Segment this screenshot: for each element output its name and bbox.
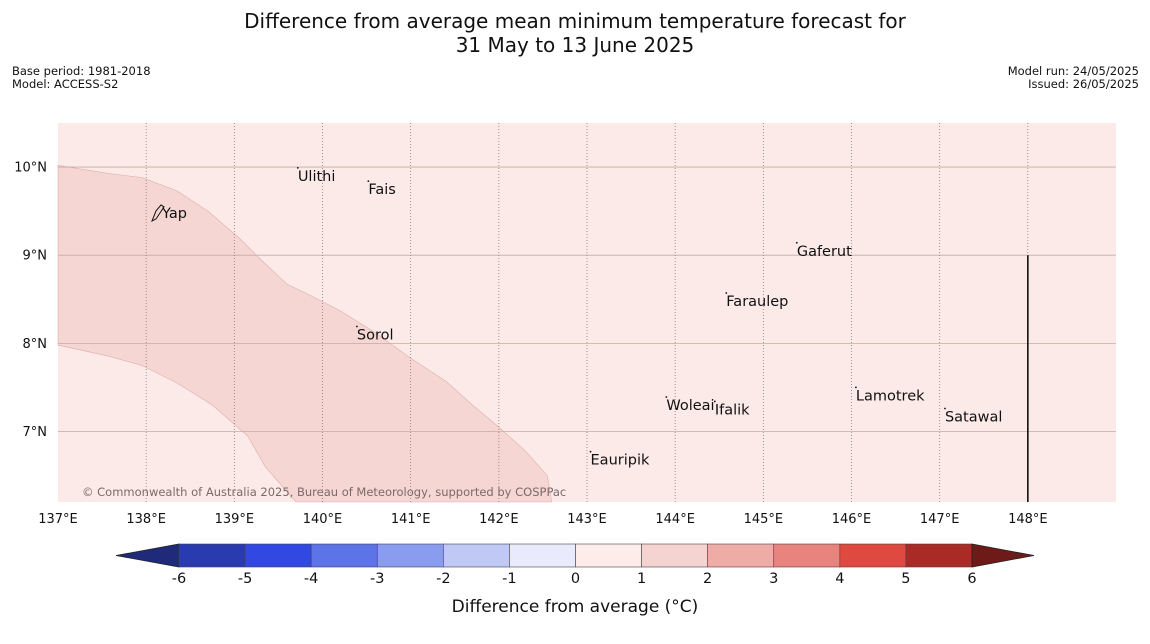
chart-title: Difference from average mean minimum tem… xyxy=(0,9,1150,57)
title-line-2: 31 May to 13 June 2025 xyxy=(455,33,695,57)
island-label: Sorol xyxy=(357,328,394,344)
island-label: Gaferut xyxy=(797,244,852,260)
colorbar-low-extend xyxy=(115,543,180,568)
island-label: Fais xyxy=(368,182,395,198)
anomaly-region xyxy=(57,164,553,503)
base-period-text: Base period: 1981-2018 xyxy=(12,64,151,78)
colorbar-tick-label: 0 xyxy=(571,571,580,587)
lon-tick-label: 139°E xyxy=(215,512,255,527)
colorbar-tick-label: -5 xyxy=(238,571,252,587)
island-label: Eauripik xyxy=(591,453,650,469)
island-label: Satawal xyxy=(945,410,1002,426)
metadata-right: Model run: 24/05/2025 Issued: 26/05/2025 xyxy=(840,65,1139,91)
colorbar-segment xyxy=(905,543,973,568)
colorbar-segment xyxy=(310,543,378,568)
lon-tick-label: 146°E xyxy=(832,512,872,527)
colorbar-tick-label: 1 xyxy=(637,571,646,587)
lon-tick-label: 140°E xyxy=(303,512,343,527)
island-label: Woleai xyxy=(666,398,714,414)
island-label: Ulithi xyxy=(298,169,336,185)
colorbar-segment xyxy=(773,543,841,568)
lon-tick-label: 141°E xyxy=(391,512,431,527)
colorbar-segment xyxy=(641,543,708,568)
lon-tick-label: 143°E xyxy=(567,512,607,527)
colorbar-segment xyxy=(509,543,576,568)
lon-tick-label: 142°E xyxy=(479,512,519,527)
island-marker xyxy=(355,325,358,328)
lon-tick-label: 145°E xyxy=(744,512,784,527)
lat-tick-label: 7°N xyxy=(23,425,48,440)
colorbar-label: Difference from average (°C) xyxy=(452,597,699,617)
lon-tick-label: 137°E xyxy=(38,512,78,527)
island-label: Ifalik xyxy=(715,402,750,418)
lon-tick-label: 147°E xyxy=(920,512,960,527)
island-marker xyxy=(367,180,370,183)
island-marker xyxy=(944,407,946,410)
island-label: Lamotrek xyxy=(856,388,925,404)
colorbar-tick-label: 4 xyxy=(835,571,844,587)
colorbar-tick-label: 6 xyxy=(967,571,976,587)
colorbar-segment xyxy=(178,543,246,568)
colorbar-tick-label: -3 xyxy=(370,571,384,587)
island-marker xyxy=(855,386,857,389)
colorbar-segment xyxy=(707,543,775,568)
lat-tick-label: 10°N xyxy=(14,161,47,176)
island-marker xyxy=(589,450,592,453)
model-text: Model: ACCESS-S2 xyxy=(12,77,119,91)
island-marker xyxy=(665,396,668,398)
lon-tick-label: 148°E xyxy=(1008,512,1048,527)
colorbar-tick-label: -4 xyxy=(304,571,318,587)
lon-tick-label: 144°E xyxy=(655,512,695,527)
model-run-text: Model run: 24/05/2025 xyxy=(1007,64,1139,78)
island-marker xyxy=(296,166,299,169)
issued-text: Issued: 26/05/2025 xyxy=(1028,77,1139,91)
colorbar-high-extend xyxy=(971,543,1035,568)
island-marker xyxy=(795,241,798,244)
colorbar-tick-label: -1 xyxy=(502,571,516,587)
title-line-1: Difference from average mean minimum tem… xyxy=(244,9,906,33)
metadata-left: Base period: 1981-2018 Model: ACCESS-S2 xyxy=(12,65,151,91)
colorbar-tick-label: -2 xyxy=(436,571,450,587)
colorbar-segment xyxy=(839,543,907,568)
colorbar-segment xyxy=(244,543,312,568)
island-marker xyxy=(725,292,728,294)
island-label: Yap xyxy=(161,206,187,222)
island-label: Faraulep xyxy=(726,294,788,310)
lon-tick-label: 138°E xyxy=(126,512,166,527)
lat-tick-label: 9°N xyxy=(23,249,48,264)
colorbar-tick-label: 2 xyxy=(703,571,712,587)
colorbar-tick-label: 5 xyxy=(901,571,910,587)
colorbar-tick-label: 3 xyxy=(769,571,778,587)
yap-island-outline xyxy=(151,204,165,222)
island-marker xyxy=(713,400,716,403)
copyright-text: © Commonwealth of Australia 2025, Bureau… xyxy=(82,485,566,499)
lat-tick-label: 8°N xyxy=(23,337,48,352)
colorbar-tick-label: -6 xyxy=(172,571,186,587)
colorbar-segment xyxy=(443,543,510,568)
colorbar-segment xyxy=(575,543,642,568)
colorbar-segment xyxy=(376,543,444,568)
